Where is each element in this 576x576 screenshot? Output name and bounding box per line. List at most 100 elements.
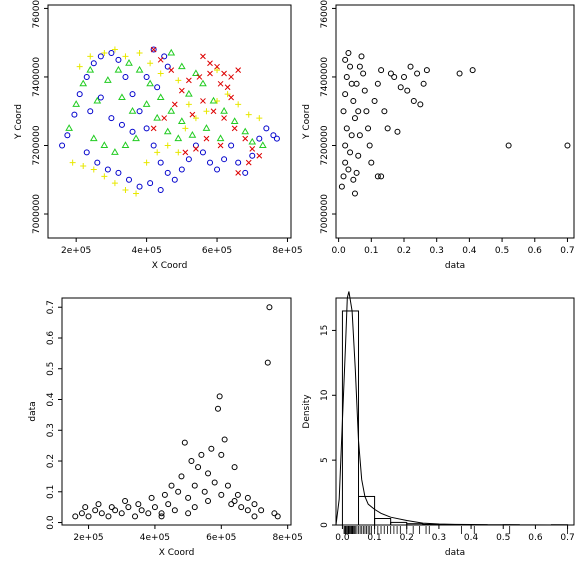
data-point	[350, 97, 357, 104]
data-point	[90, 166, 97, 173]
data-point	[365, 125, 372, 132]
data-point	[98, 510, 105, 517]
data-point	[147, 180, 154, 187]
data-point	[157, 187, 164, 194]
data-point	[351, 190, 358, 197]
data-point	[371, 97, 378, 104]
data-point	[192, 142, 199, 149]
data-point	[214, 67, 221, 74]
data-point	[234, 491, 241, 498]
x-tick-label: 4e+05	[131, 246, 161, 256]
data-point	[142, 100, 151, 107]
data-point	[175, 149, 182, 156]
data-point	[356, 63, 363, 70]
data-point	[104, 166, 111, 173]
x-tick-label: 0.0	[335, 533, 350, 543]
data-point	[241, 127, 250, 135]
data-point	[189, 111, 196, 118]
data-point	[78, 510, 85, 517]
data-point	[164, 63, 171, 70]
data-point	[245, 159, 252, 166]
x-tick-label: 0.2	[400, 533, 414, 543]
data-point	[171, 101, 178, 108]
data-point	[209, 96, 218, 104]
data-point	[71, 111, 78, 118]
data-point	[394, 128, 401, 135]
data-point	[157, 159, 164, 166]
data-point	[143, 159, 150, 166]
data-point	[353, 80, 360, 87]
data-point	[214, 405, 221, 412]
data-point	[181, 439, 188, 446]
data-point	[266, 304, 273, 311]
data-point	[146, 79, 154, 87]
data-point	[342, 91, 349, 98]
data-point	[363, 108, 370, 115]
x-tick-label: 0.6	[528, 533, 543, 543]
data-point	[353, 169, 360, 176]
y-tick-label: 0.1	[46, 485, 56, 499]
panel-map-scatter: 2e+05 4e+05 6e+05 8e+05 7000000 7200000 740000…	[14, 0, 303, 271]
plot-frame	[335, 4, 575, 239]
data-point	[356, 132, 363, 139]
y-tick-label: 0.7	[46, 300, 56, 314]
data-point	[202, 124, 211, 131]
plot-frame	[335, 297, 575, 526]
y-tick-label: 7600000	[32, 0, 42, 28]
data-point	[368, 159, 375, 166]
data-point	[122, 187, 129, 194]
data-point	[214, 166, 221, 173]
data-point	[274, 513, 281, 520]
data-point	[199, 79, 207, 87]
data-point	[64, 132, 71, 139]
data-point	[65, 124, 73, 131]
data-point	[258, 141, 267, 148]
data-point	[118, 121, 125, 128]
y-tick-label: 7000000	[320, 194, 330, 234]
data-point	[217, 142, 224, 149]
data-point	[245, 111, 252, 118]
x-axis-label: X Coord	[159, 548, 195, 558]
data-point	[136, 108, 143, 115]
data-point	[242, 135, 249, 142]
y-axis-label: Y Coord	[302, 104, 312, 140]
data-point	[378, 173, 385, 180]
data-point	[161, 115, 168, 121]
data-point	[185, 494, 192, 501]
data-point	[90, 60, 97, 67]
data-point	[244, 494, 251, 501]
x-axis-label: data	[445, 548, 465, 558]
data-point	[258, 507, 265, 514]
data-point	[211, 479, 218, 486]
data-point	[150, 46, 157, 53]
data-point	[235, 170, 242, 176]
y-tick-label: 15	[320, 325, 330, 336]
data-point	[414, 70, 421, 77]
x-tick-label: 0.5	[495, 246, 509, 256]
data-point	[59, 142, 66, 149]
data-point	[216, 134, 225, 142]
data-point	[351, 115, 358, 122]
data-point	[72, 100, 81, 107]
data-point	[256, 135, 263, 142]
histogram-bar	[422, 523, 440, 526]
data-point	[175, 77, 182, 84]
histogram-bar	[358, 495, 376, 526]
y-tick-label: 7200000	[32, 125, 42, 165]
data-point	[79, 79, 88, 87]
data-point	[108, 115, 115, 122]
data-point	[271, 510, 278, 517]
data-point	[249, 146, 256, 152]
data-point	[360, 70, 367, 77]
data-point	[191, 504, 198, 511]
data-point	[420, 80, 427, 87]
data-point	[125, 504, 132, 511]
data-point	[228, 501, 235, 508]
data-point	[182, 149, 189, 156]
data-point	[387, 70, 394, 77]
data-point	[104, 76, 112, 83]
data-point	[97, 53, 104, 60]
data-point	[182, 125, 189, 132]
data-point	[210, 108, 217, 115]
